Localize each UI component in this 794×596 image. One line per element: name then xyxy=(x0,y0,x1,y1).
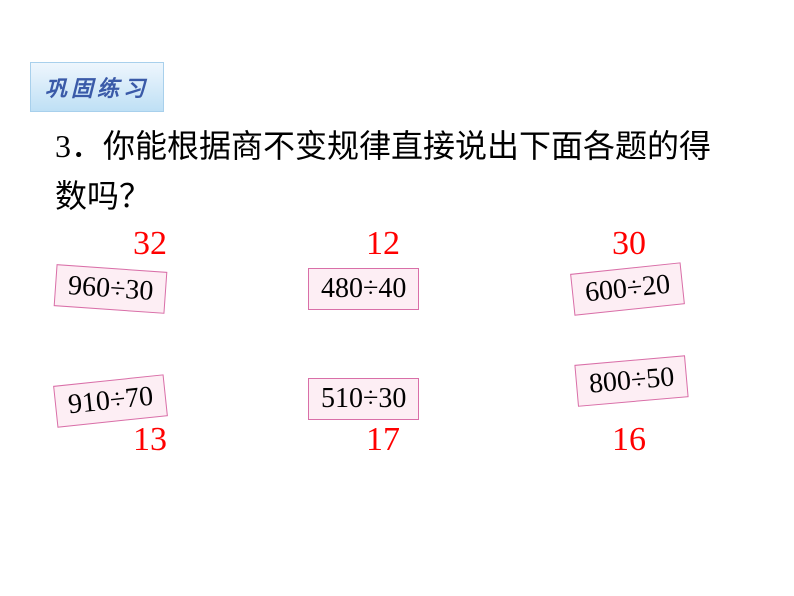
expression-box-2: 480÷40 xyxy=(308,268,419,310)
expression-box-5: 510÷30 xyxy=(308,378,419,420)
answer-4: 13 xyxy=(133,421,167,459)
expression-box-6: 800÷50 xyxy=(574,355,689,407)
answer-6: 16 xyxy=(612,421,646,459)
answer-1: 32 xyxy=(133,225,167,263)
expression-box-3: 600÷20 xyxy=(570,262,685,315)
question-text: 3．你能根据商不变规律直接说出下面各题的得数吗？ xyxy=(55,122,735,221)
section-header: 巩固练习 xyxy=(30,62,164,112)
answer-5: 17 xyxy=(366,421,400,459)
expression-box-4: 910÷70 xyxy=(53,374,168,427)
section-header-label: 巩固练习 xyxy=(45,76,149,101)
question-number: 3． xyxy=(55,128,103,164)
answer-2: 12 xyxy=(366,225,400,263)
question-body: 你能根据商不变规律直接说出下面各题的得数吗？ xyxy=(55,128,711,214)
answer-3: 30 xyxy=(612,225,646,263)
expression-box-1: 960÷30 xyxy=(54,264,168,314)
